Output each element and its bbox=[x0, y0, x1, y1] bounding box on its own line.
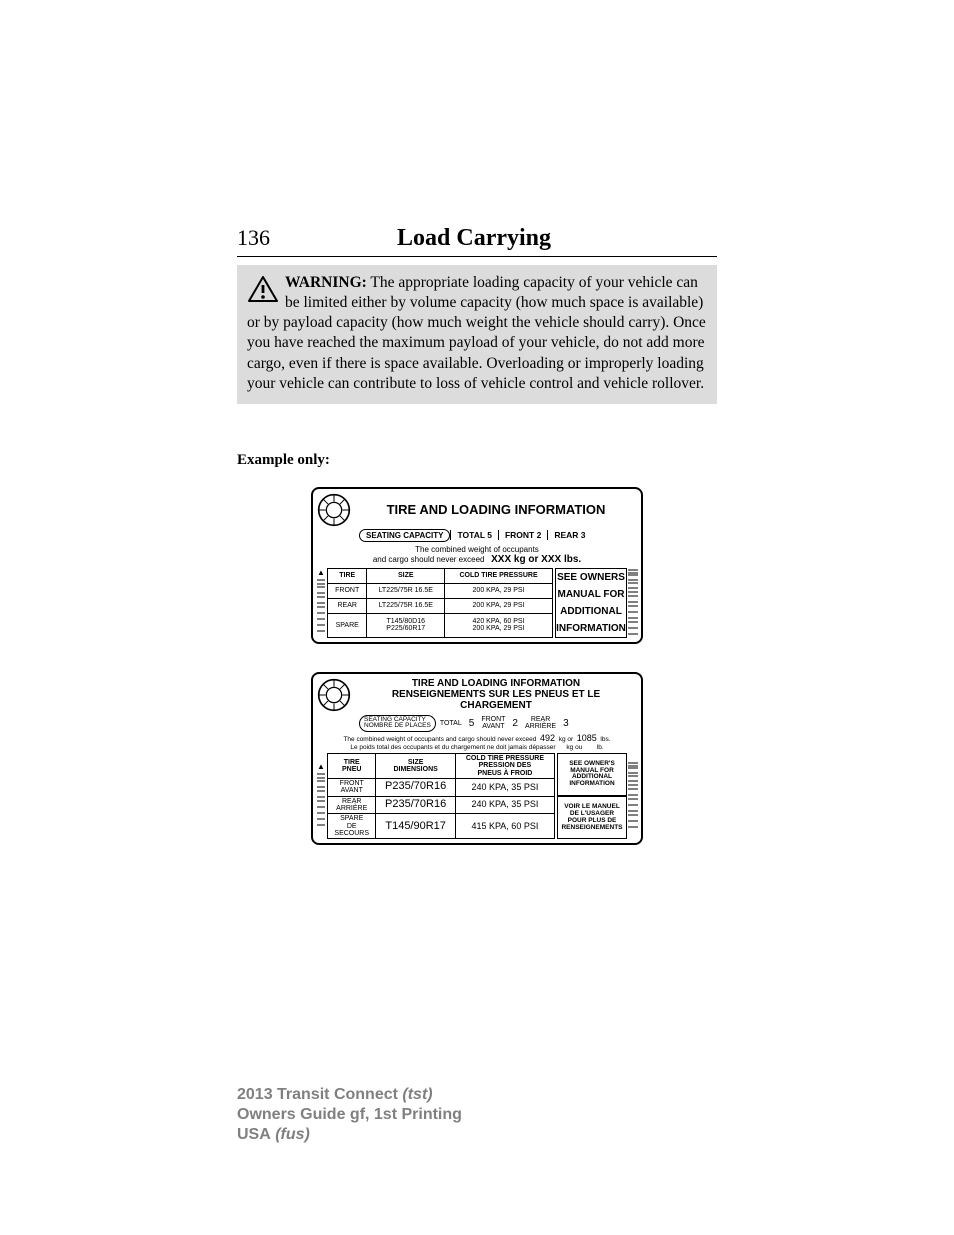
seating-capacity-label: SEATING CAPACITYNOMBRE DE PLACES bbox=[359, 715, 436, 732]
barcode-left: ▲ bbox=[317, 568, 325, 638]
barcode-right bbox=[629, 753, 637, 839]
page-number: 136 bbox=[237, 225, 397, 251]
example-only-label: Example only: bbox=[237, 452, 717, 469]
p2-th-size: SIZEDIMENSIONS bbox=[376, 753, 455, 778]
table-row: REAR LT225/75R 16.5E 200 KPA, 29 PSI bbox=[328, 598, 553, 613]
p2-th-tire: TIREPNEU bbox=[328, 753, 376, 778]
warning-text: The appropriate loading capacity of your… bbox=[247, 274, 706, 392]
table-row: REARARRIÈRE P235/70R16 240 KPA, 35 PSI bbox=[328, 796, 555, 814]
placard1-seating-row: SEATING CAPACITY TOTAL 5 FRONT 2 REAR 3 bbox=[359, 529, 637, 542]
page-header: 136 Load Carrying bbox=[237, 225, 717, 257]
seating-total: TOTAL 5 bbox=[450, 530, 497, 540]
placard2-side-info: SEE OWNER'S MANUAL FOR ADDITIONAL INFORM… bbox=[557, 753, 627, 839]
page-footer: 2013 Transit Connect (tst) Owners Guide … bbox=[237, 1085, 462, 1145]
p1-th-size: SIZE bbox=[367, 568, 445, 583]
warning-label: WARNING: bbox=[285, 274, 367, 291]
table-row: FRONTAVANT P235/70R16 240 KPA, 35 PSI bbox=[328, 778, 555, 796]
placard2-table: TIREPNEU SIZEDIMENSIONS COLD TIRE PRESSU… bbox=[327, 753, 555, 839]
placard2-seating-row: SEATING CAPACITYNOMBRE DE PLACES TOTAL 5… bbox=[359, 715, 637, 732]
barcode-right bbox=[629, 568, 637, 638]
placard1-table: TIRE SIZE COLD TIRE PRESSURE FRONT LT225… bbox=[327, 568, 553, 638]
warning-icon bbox=[247, 275, 279, 309]
placard1-heading: TIRE AND LOADING INFORMATION bbox=[355, 502, 637, 517]
seating-capacity-label: SEATING CAPACITY bbox=[359, 529, 450, 542]
page-title: Load Carrying bbox=[397, 225, 551, 252]
tire-placard-2: TIRE AND LOADING INFORMATION RENSEIGNEME… bbox=[311, 672, 643, 845]
barcode-left: ▲ bbox=[317, 753, 325, 839]
seating-front: FRONT 2 bbox=[498, 530, 547, 540]
placard2-combined-weight: The combined weight of occupants and car… bbox=[317, 734, 637, 751]
placard1-combined-weight: The combined weight of occupants and car… bbox=[317, 545, 637, 565]
tire-icon bbox=[317, 678, 351, 712]
table-row: FRONT LT225/75R 16.5E 200 KPA, 29 PSI bbox=[328, 583, 553, 598]
p1-th-tire: TIRE bbox=[328, 568, 367, 583]
placard1-side-info: SEE OWNERS MANUAL FOR ADDITIONAL INFORMA… bbox=[555, 568, 627, 638]
tire-icon bbox=[317, 493, 351, 527]
placard2-heading: TIRE AND LOADING INFORMATION RENSEIGNEME… bbox=[355, 678, 637, 711]
seating-rear: REAR 3 bbox=[547, 530, 591, 540]
table-row: SPAREDESECOURS T145/90R17 415 KPA, 60 PS… bbox=[328, 814, 555, 839]
warning-box: WARNING: The appropriate loading capacit… bbox=[237, 265, 717, 404]
page-content: 136 Load Carrying WARNING: The appropria… bbox=[0, 0, 954, 845]
table-row: SPARE T145/80D16 P225/60R17 420 KPA, 60 … bbox=[328, 613, 553, 637]
p1-th-pressure: COLD TIRE PRESSURE bbox=[445, 568, 553, 583]
p2-th-pressure: COLD TIRE PRESSUREPRESSION DESPNEUS À FR… bbox=[455, 753, 554, 778]
tire-placard-1: TIRE AND LOADING INFORMATION SEATING CAP… bbox=[311, 487, 643, 644]
